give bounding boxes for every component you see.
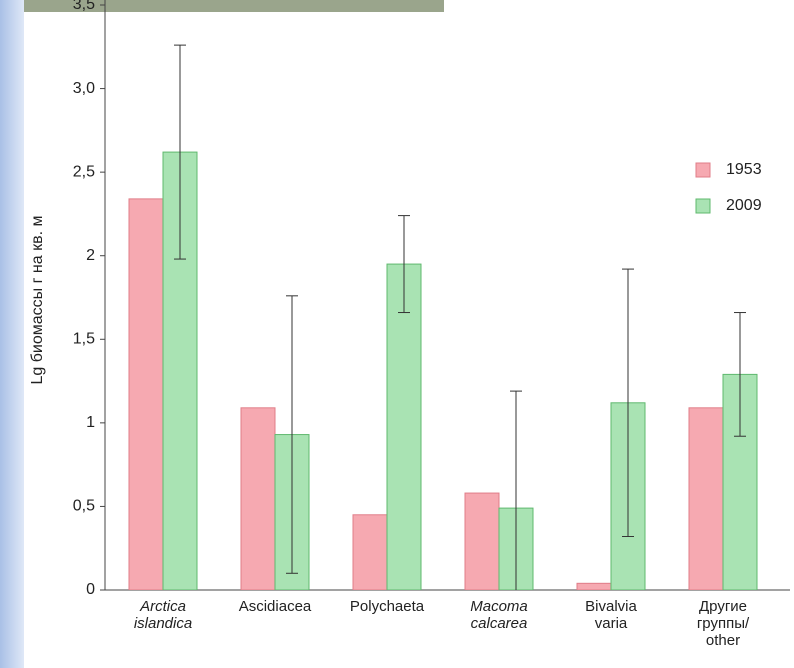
side-strip — [0, 0, 24, 668]
x-tick-label: Ascidiacea — [239, 598, 312, 615]
y-tick-label: 2,5 — [73, 163, 95, 180]
page: {"chart_data": {"type": "bar", "y_label"… — [0, 0, 794, 668]
bar — [689, 408, 723, 590]
y-tick-label: 1 — [86, 414, 95, 431]
legend-label: 1953 — [726, 161, 762, 178]
x-tick-label: calcarea — [471, 615, 528, 632]
y-tick-label: 2 — [86, 247, 95, 264]
y-tick-label: 1,5 — [73, 331, 95, 348]
x-tick-label: Arctica — [139, 598, 186, 615]
x-tick-label: Macoma — [470, 598, 528, 615]
x-tick-label: islandica — [134, 615, 192, 632]
x-tick-label: other — [706, 632, 740, 649]
legend-swatch — [696, 199, 710, 213]
bar — [465, 493, 499, 590]
x-tick-label: varia — [595, 615, 628, 632]
x-tick-label: группы/ — [697, 615, 750, 632]
y-axis-label: Lg биомассы г на кв. м — [29, 216, 46, 385]
bar — [353, 515, 387, 590]
y-tick-label: 3,5 — [73, 0, 95, 13]
chart: Lg биомассы г на кв. м 0 0,5 1 1,5 2 2,5 3,0 3,… — [0, 0, 794, 668]
y-tick-label: 0,5 — [73, 498, 95, 515]
x-tick-label: Другие — [699, 598, 747, 615]
y-tick-label: 0 — [86, 581, 95, 598]
legend-swatch — [696, 163, 710, 177]
bar — [577, 583, 611, 590]
legend-label: 2009 — [726, 197, 762, 214]
bars — [129, 45, 757, 625]
bar — [129, 199, 163, 590]
x-tick-label: Polychaeta — [350, 598, 425, 615]
y-tick-label: 3,0 — [73, 80, 95, 97]
x-tick-label: Bivalvia — [585, 598, 637, 615]
bar — [241, 408, 275, 590]
